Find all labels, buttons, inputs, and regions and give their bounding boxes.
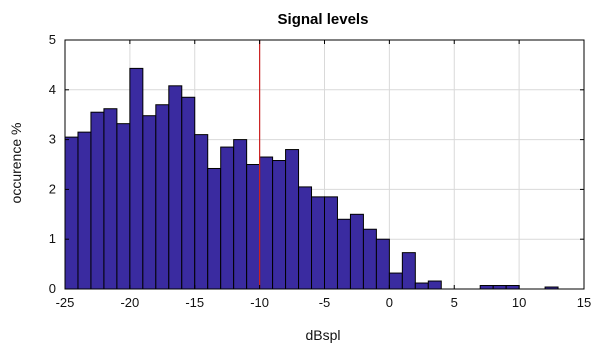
- histogram-bar: [246, 164, 261, 290]
- x-tick-label: -15: [185, 295, 204, 310]
- y-tick-label: 4: [49, 82, 56, 97]
- x-tick-label: -25: [56, 295, 75, 310]
- histogram-bar: [479, 285, 494, 290]
- histogram-bar: [324, 196, 338, 290]
- chart-title: Signal levels: [278, 11, 369, 28]
- y-tick-label: 3: [49, 132, 56, 147]
- histogram-bar: [155, 104, 170, 290]
- histogram-bar: [129, 67, 144, 290]
- histogram-bar: [181, 96, 196, 290]
- histogram-bar: [388, 272, 403, 290]
- histogram-bar: [259, 156, 274, 290]
- histogram-bar: [311, 196, 325, 290]
- histogram-bar: [272, 160, 287, 290]
- histogram-bar: [362, 228, 377, 290]
- histogram-bar: [349, 213, 364, 290]
- histogram-bar: [90, 111, 105, 290]
- x-tick-label: -5: [319, 295, 331, 310]
- x-tick-label: -10: [250, 295, 269, 310]
- histogram-bars: [64, 67, 559, 290]
- x-axis-label: dBspl: [305, 327, 340, 343]
- x-tick-label: 10: [512, 295, 526, 310]
- x-tick-label: -20: [120, 295, 139, 310]
- histogram-bar: [492, 285, 507, 290]
- histogram-bar: [285, 149, 300, 290]
- histogram-bar: [142, 115, 157, 290]
- histogram-bar: [505, 285, 520, 290]
- y-tick-label: 5: [49, 32, 56, 47]
- histogram-bar: [194, 134, 209, 290]
- histogram-bar: [414, 282, 429, 290]
- histogram-bar: [298, 186, 313, 290]
- x-axis-ticks: -25 -20 -15 -10 -5 0 5 10 15: [56, 40, 591, 310]
- histogram-bar: [207, 167, 222, 290]
- y-axis-label: occurence %: [8, 123, 24, 204]
- histogram-bar: [427, 280, 442, 290]
- histogram-bar: [375, 238, 390, 290]
- histogram-bar: [220, 146, 235, 290]
- histogram-bar: [77, 131, 92, 290]
- histogram-bar: [116, 123, 131, 290]
- histogram-bar: [401, 252, 416, 290]
- histogram-bar: [168, 85, 183, 290]
- histogram-bar: [336, 218, 351, 290]
- histogram-bar: [64, 136, 79, 290]
- y-tick-label: 1: [49, 231, 56, 246]
- y-axis-ticks: 0 1 2 3 4 5: [49, 32, 584, 296]
- histogram-bar: [103, 108, 118, 290]
- histogram-bar: [233, 139, 248, 290]
- x-tick-label: 5: [451, 295, 458, 310]
- x-tick-label: 15: [577, 295, 591, 310]
- x-tick-label: 0: [386, 295, 393, 310]
- y-tick-label: 0: [49, 281, 56, 296]
- y-tick-label: 2: [49, 181, 56, 196]
